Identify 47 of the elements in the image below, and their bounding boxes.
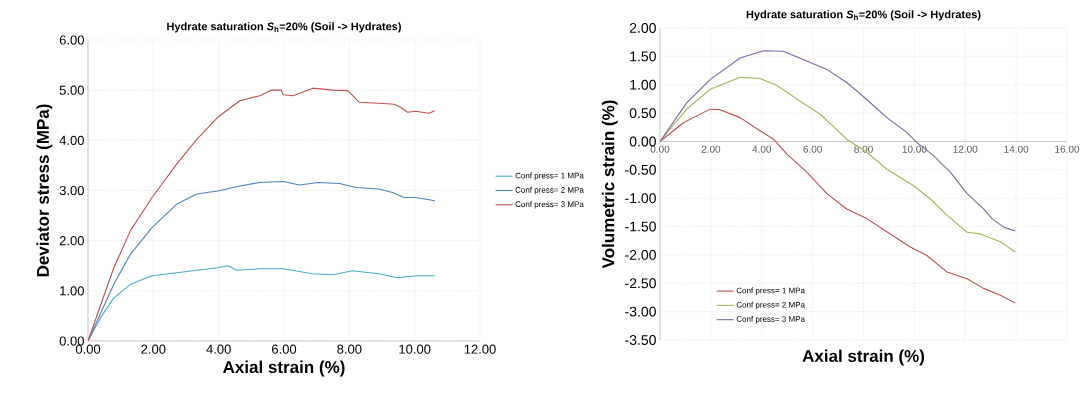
y-tick-label: 2.00: [629, 23, 656, 33]
y-tick-label: -2.00: [625, 249, 656, 260]
legend-label: Conf press= 2 MPa: [515, 186, 584, 195]
y-tick-label: -3.00: [625, 306, 656, 317]
x-tick-label: 12.00: [953, 145, 978, 153]
y-tick-label: 1.00: [630, 79, 656, 90]
y-tick-label: 0.50: [629, 108, 656, 119]
x-tick-label: 6.00: [803, 145, 822, 153]
y-tick-label: 5.00: [59, 85, 84, 95]
x-tick-label: 10.00: [902, 145, 927, 153]
legend-label: Conf press= 3 MPa: [515, 201, 584, 209]
chart-title: Hydrate saturation S$_{h}$=20% (Soil -> Hydrates): [746, 10, 981, 21]
y-tick-label: -1.50: [625, 221, 656, 232]
line-series: [88, 87, 436, 341]
chart-title: Hydrate saturation S$_{h}$=20% (Soil -> Hydrates): [167, 22, 401, 33]
y-tick-label: 1.00: [60, 286, 84, 296]
y-tick-label: 1.50: [630, 51, 656, 62]
y-axis-title: Volumetric strain (%): [601, 100, 618, 269]
x-tick-label: 2.00: [141, 344, 166, 354]
y-tick-label: 6.00: [59, 35, 84, 45]
legend-label: Conf press= 3 MPa: [736, 316, 805, 324]
x-tick-label: 12.00: [464, 344, 496, 354]
x-tick-label: 6.00: [272, 344, 297, 354]
x-tick-label: 0.00: [650, 145, 670, 153]
x-tick-label: 2.00: [701, 145, 721, 153]
x-tick-label: 8.00: [337, 344, 362, 354]
y-axis-title: Deviator stress (MPa): [36, 104, 53, 277]
y-tick-label: -1.00: [625, 193, 656, 204]
x-tick-label: 4.00: [206, 344, 231, 354]
y-tick-label: 0.00: [59, 336, 84, 346]
legend-label: Conf press= 1 MPa: [736, 287, 805, 295]
x-tick-label: 16.00: [1055, 145, 1080, 153]
x-axis-title: Axial strain (%): [223, 360, 345, 377]
x-tick-label: 10.00: [399, 344, 431, 354]
line-series: [88, 265, 436, 341]
y-tick-label: 3.00: [59, 185, 84, 196]
y-tick-label: 4.00: [59, 135, 84, 145]
legend-label: Conf press= 2 MPa: [736, 301, 805, 310]
x-tick-label: 0.00: [75, 344, 101, 354]
y-tick-label: -0.50: [625, 164, 656, 175]
x-tick-label: 14.00: [1004, 145, 1029, 153]
y-tick-label: -2.50: [625, 278, 656, 289]
x-axis-title: Axial strain (%): [802, 349, 925, 366]
y-tick-label: -3.50: [625, 335, 656, 345]
x-tick-label: 4.00: [752, 145, 772, 153]
y-tick-label: 2.00: [59, 236, 84, 246]
legend-label: Conf press= 1 MPa: [515, 172, 584, 181]
